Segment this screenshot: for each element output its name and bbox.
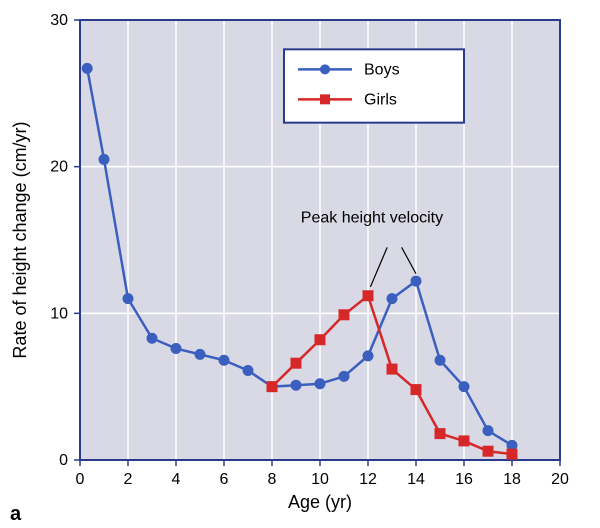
x-tick-label: 20: [551, 471, 569, 488]
marker-square: [291, 358, 301, 368]
marker-circle: [483, 426, 493, 436]
x-tick-label: 0: [76, 471, 85, 488]
marker-circle: [363, 351, 373, 361]
x-tick-label: 2: [124, 471, 133, 488]
panel-label: a: [10, 503, 22, 525]
legend-box: [284, 49, 464, 122]
chart-svg: 0 2 4 6 8 10 12 14 16 18 20 0 10 20 30 Age (yr) Rate of …: [0, 0, 600, 528]
marker-circle: [123, 294, 133, 304]
marker-circle: [435, 355, 445, 365]
marker-square: [459, 436, 469, 446]
legend-marker-circle: [320, 64, 330, 74]
marker-circle: [82, 63, 92, 73]
marker-circle: [99, 154, 109, 164]
legend-label: Boys: [364, 61, 400, 78]
marker-square: [339, 310, 349, 320]
y-tick-label: 30: [50, 12, 68, 29]
y-tick-label: 0: [59, 452, 68, 469]
x-tick-label: 10: [311, 471, 329, 488]
marker-circle: [147, 333, 157, 343]
x-tick-label: 8: [268, 471, 277, 488]
marker-circle: [219, 355, 229, 365]
marker-circle: [243, 366, 253, 376]
marker-circle: [459, 382, 469, 392]
x-tick-label: 12: [359, 471, 377, 488]
y-tick-label: 20: [50, 159, 68, 176]
marker-circle: [291, 380, 301, 390]
marker-square: [507, 449, 517, 459]
marker-square: [363, 291, 373, 301]
marker-circle: [387, 294, 397, 304]
marker-circle: [411, 276, 421, 286]
marker-circle: [195, 349, 205, 359]
y-axis-label: Rate of height change (cm/yr): [10, 121, 30, 358]
marker-square: [483, 446, 493, 456]
x-tick-label: 14: [407, 471, 425, 488]
y-tick-label: 10: [50, 305, 68, 322]
marker-circle: [315, 379, 325, 389]
marker-square: [411, 385, 421, 395]
marker-square: [267, 382, 277, 392]
marker-circle: [339, 371, 349, 381]
x-axis-label: Age (yr): [288, 492, 352, 512]
annotation-text: Peak height velocity: [301, 209, 443, 226]
marker-square: [387, 364, 397, 374]
legend-marker-square: [320, 94, 330, 104]
marker-circle: [171, 344, 181, 354]
marker-square: [315, 335, 325, 345]
x-tick-label: 6: [220, 471, 229, 488]
x-tick-label: 18: [503, 471, 521, 488]
x-tick-label: 4: [172, 471, 181, 488]
growth-velocity-chart: 0 2 4 6 8 10 12 14 16 18 20 0 10 20 30 Age (yr) Rate of …: [0, 0, 600, 528]
legend-label: Girls: [364, 91, 397, 108]
marker-square: [435, 429, 445, 439]
x-tick-label: 16: [455, 471, 473, 488]
